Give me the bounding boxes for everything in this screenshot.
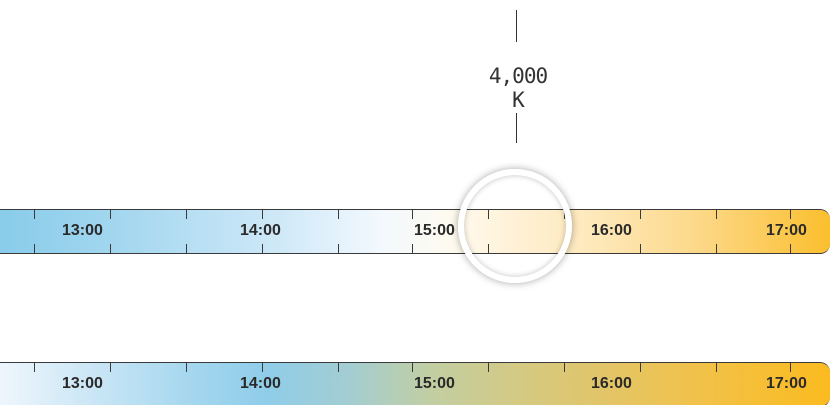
tick-mark (488, 362, 489, 372)
tick-mark (564, 362, 565, 372)
hour-label-16: 16:00 (591, 375, 632, 392)
tick-mark (34, 244, 35, 254)
tick-mark (790, 209, 791, 219)
tick-mark (790, 244, 791, 254)
hour-label-14: 14:00 (240, 222, 281, 239)
tick-mark (412, 209, 413, 219)
tick-mark (262, 244, 263, 254)
readout-connector-top (516, 10, 517, 42)
tick-mark (716, 362, 717, 372)
tick-mark (716, 244, 717, 254)
readout-connector-bottom (516, 113, 517, 143)
tick-mark (186, 209, 187, 219)
hour-label-16: 16:00 (591, 222, 632, 239)
hour-label-15: 15:00 (414, 375, 455, 392)
hour-label-14: 14:00 (240, 375, 281, 392)
hour-label-13: 13:00 (62, 222, 103, 239)
tick-mark (186, 244, 187, 254)
color-temperature-timeline-schedule[interactable]: 13:00 14:00 15:00 16:00 17:00 (0, 362, 830, 405)
tick-mark (338, 362, 339, 372)
tick-mark (640, 209, 641, 219)
tick-mark (790, 362, 791, 372)
hour-label-17: 17:00 (766, 222, 807, 239)
color-temperature-readout: 4,000 K (488, 64, 548, 112)
tick-mark (338, 209, 339, 219)
tick-mark (262, 209, 263, 219)
tick-mark (186, 362, 187, 372)
tick-mark (412, 244, 413, 254)
hour-label-15: 15:00 (414, 222, 455, 239)
tick-mark (412, 362, 413, 372)
tick-mark (716, 209, 717, 219)
tick-mark (640, 244, 641, 254)
hour-label-17: 17:00 (766, 375, 807, 392)
color-temperature-timeline-current[interactable]: 13:00 14:00 15:00 16:00 17:00 (0, 209, 830, 254)
tick-mark (110, 362, 111, 372)
timeline-track[interactable] (0, 362, 830, 405)
timeline-track[interactable] (0, 209, 830, 254)
tick-mark (110, 244, 111, 254)
hour-label-13: 13:00 (62, 375, 103, 392)
ring-handle-icon[interactable] (458, 169, 572, 283)
tick-mark (110, 209, 111, 219)
tick-mark (34, 362, 35, 372)
tick-mark (262, 362, 263, 372)
tick-mark (34, 209, 35, 219)
tick-mark (640, 362, 641, 372)
tick-mark (338, 244, 339, 254)
